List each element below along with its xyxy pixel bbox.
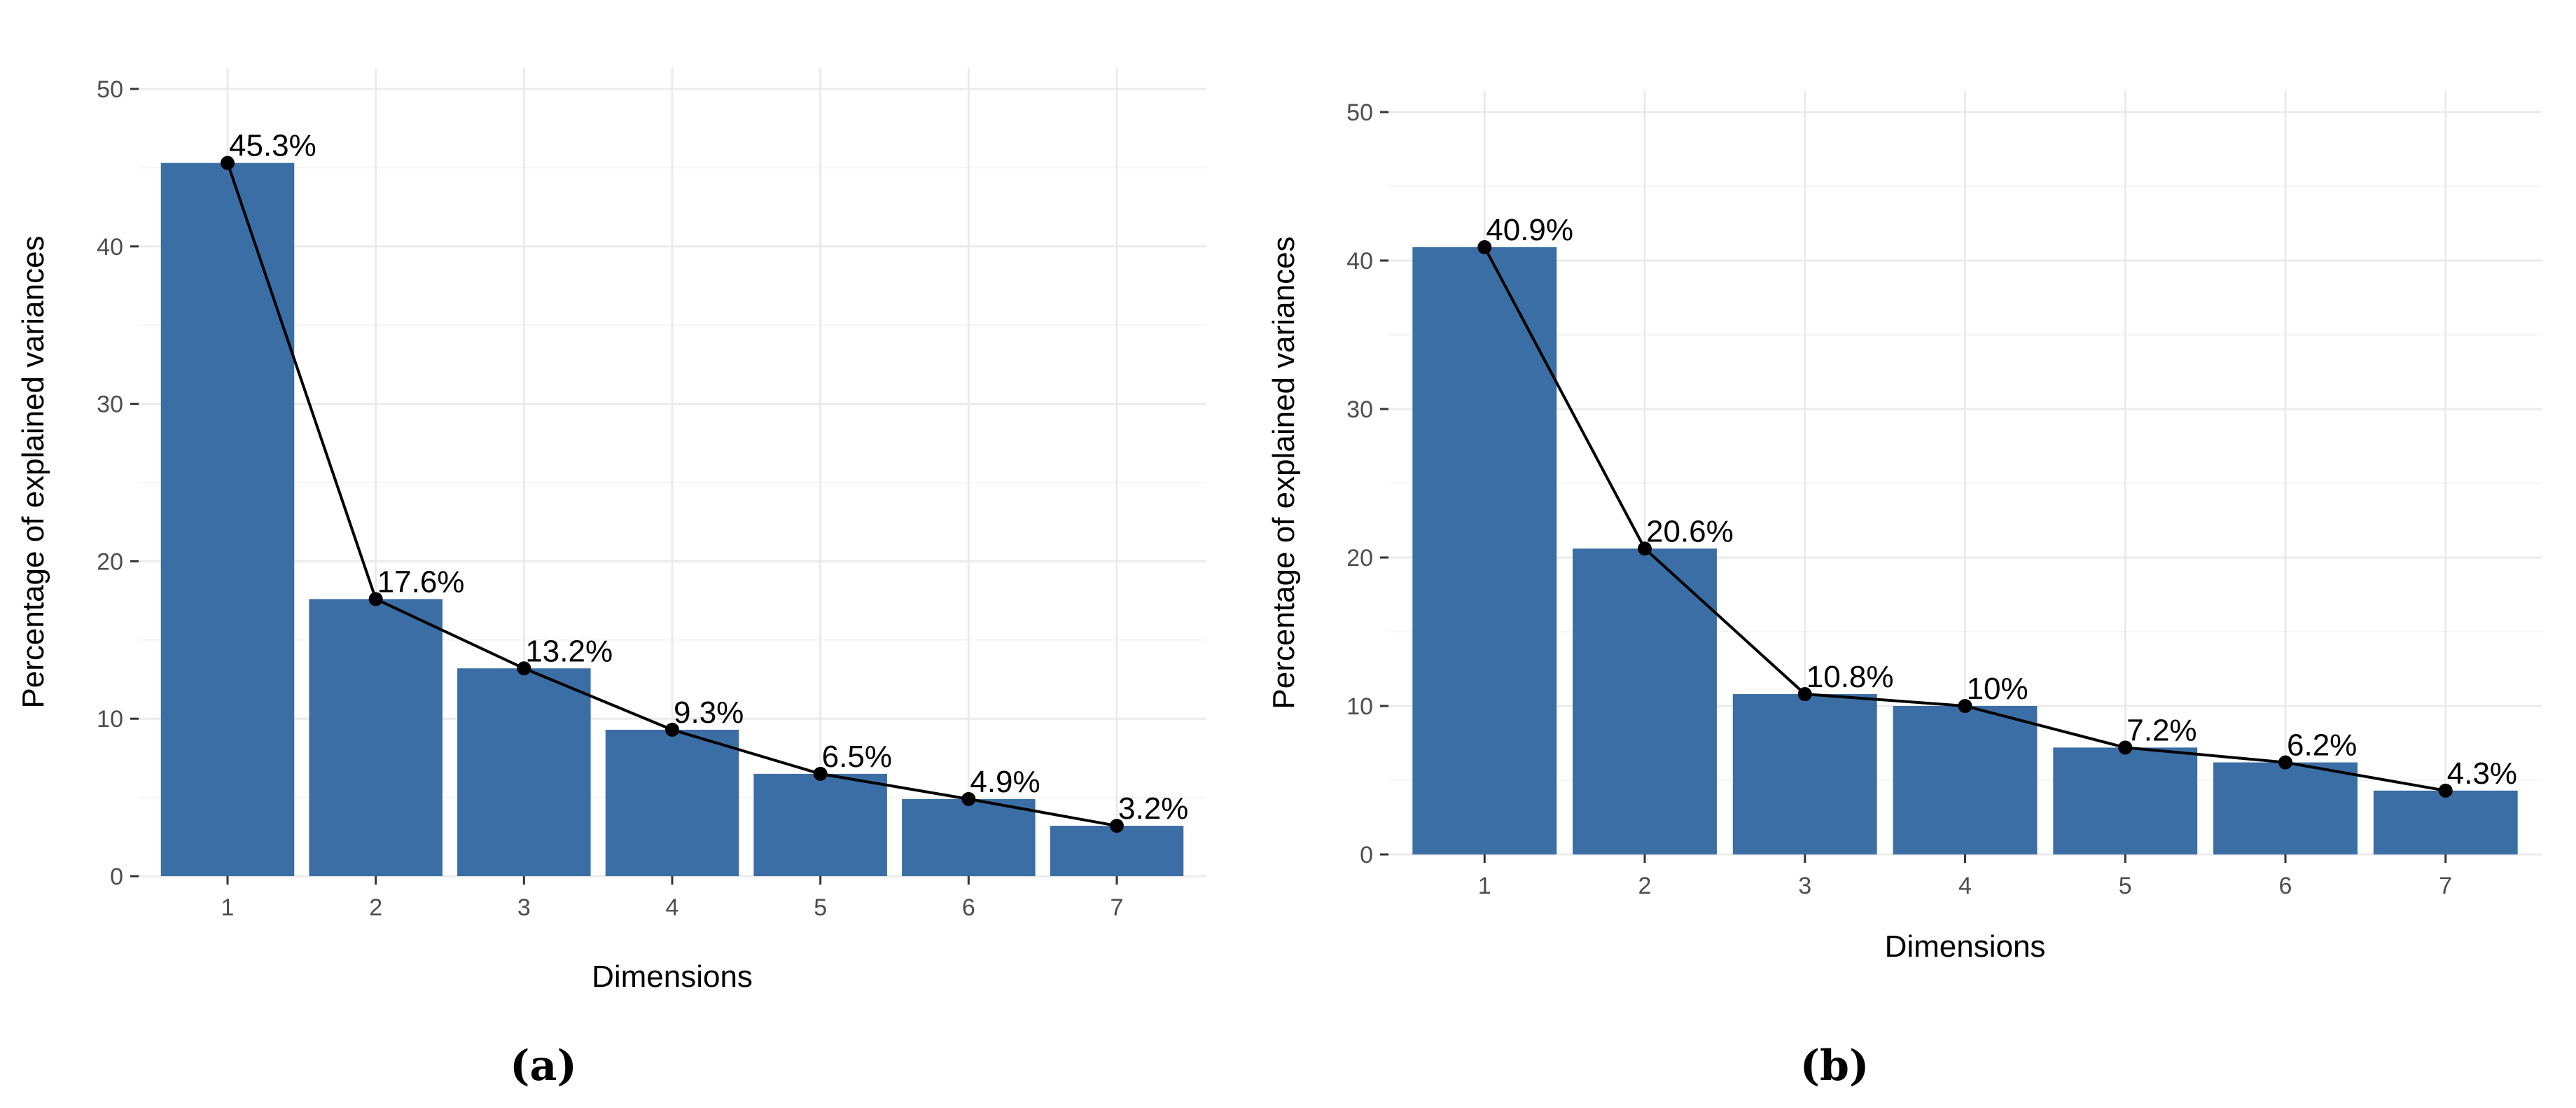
bar-dimension-2 <box>1573 548 1717 854</box>
y-axis-title: Percentage of explained variances <box>1267 236 1301 709</box>
trend-point <box>2278 755 2292 770</box>
x-tick-label: 7 <box>2439 873 2452 899</box>
trend-point <box>2118 740 2133 755</box>
data-label: 3.2% <box>1118 791 1188 826</box>
x-tick-label: 1 <box>1478 873 1491 899</box>
x-tick-label: 1 <box>221 894 235 921</box>
x-tick-label: 7 <box>1111 894 1124 921</box>
bar-dimension-7 <box>1050 826 1184 876</box>
data-label: 45.3% <box>229 129 316 163</box>
panel-label: (a) <box>510 1041 577 1090</box>
bar-dimension-5 <box>2053 747 2198 854</box>
bar-dimension-5 <box>753 773 887 876</box>
bar-dimension-6 <box>902 798 1036 876</box>
bar-dimension-6 <box>2213 762 2358 854</box>
bar-dimension-3 <box>457 668 591 876</box>
y-tick-label: 50 <box>1346 99 1373 126</box>
data-label: 6.5% <box>822 740 892 774</box>
bar-dimension-7 <box>2373 790 2518 854</box>
y-tick-label: 30 <box>1346 396 1373 423</box>
chart-panel-2: 0 10 20 30 40 50 1 2 3 4 5 6 7 40.9% 20.6% 10.8% 10% 7.2%… <box>1267 91 2542 1090</box>
data-label: 13.2% <box>525 634 613 668</box>
data-label: 40.9% <box>1486 213 1573 247</box>
trend-point <box>665 722 679 737</box>
x-axis-title: Dimensions <box>592 960 753 994</box>
x-tick-label: 6 <box>962 894 975 921</box>
y-tick-label: 40 <box>97 234 123 261</box>
trend-point <box>1110 819 1124 833</box>
trend-point <box>1477 240 1492 254</box>
x-axis-title: Dimensions <box>1885 929 2046 964</box>
data-label: 17.6% <box>377 565 465 599</box>
trend-point <box>813 766 828 781</box>
data-label: 10% <box>1967 672 2028 706</box>
trend-point <box>1797 687 1812 702</box>
data-label: 9.3% <box>674 695 744 730</box>
x-tick-label: 5 <box>2119 873 2132 899</box>
panel-label: (b) <box>1800 1041 1870 1090</box>
trend-point <box>221 155 235 170</box>
x-tick-label: 2 <box>1638 873 1652 899</box>
data-label: 10.8% <box>1806 660 1894 694</box>
y-tick-label: 10 <box>97 706 123 733</box>
chart-panel-1: 0 10 20 30 40 50 1 2 3 4 5 6 7 45.3% 17.6% 13.2% 9.3% 6.5… <box>16 68 1206 1090</box>
x-tick-label: 3 <box>517 894 531 921</box>
y-tick-label: 10 <box>1346 693 1373 720</box>
bar-dimension-2 <box>309 599 443 876</box>
bar-dimension-4 <box>1893 706 2038 854</box>
bar-dimension-1 <box>160 162 295 876</box>
x-tick-label: 6 <box>2279 873 2292 899</box>
y-tick-label: 30 <box>97 392 123 418</box>
trend-point <box>2438 783 2453 798</box>
y-axis-title: Percentage of explained variances <box>16 235 50 708</box>
x-tick-label: 2 <box>369 894 382 921</box>
data-label: 20.6% <box>1646 514 1734 548</box>
data-label: 7.2% <box>2126 713 2196 747</box>
data-label: 4.3% <box>2447 756 2517 791</box>
trend-point <box>1638 541 1652 556</box>
x-tick-label: 4 <box>666 894 679 921</box>
bar-dimension-4 <box>605 729 739 876</box>
trend-point <box>1958 699 1972 713</box>
y-tick-label: 20 <box>97 548 123 575</box>
trend-point <box>961 791 976 806</box>
bar-dimension-1 <box>1412 247 1557 854</box>
y-tick-label: 0 <box>110 864 123 890</box>
data-label: 6.2% <box>2287 728 2357 763</box>
x-tick-label: 3 <box>1798 873 1811 899</box>
trend-point <box>368 592 383 607</box>
y-tick-label: 50 <box>97 76 123 103</box>
bar-dimension-3 <box>1732 694 1877 854</box>
y-tick-label: 20 <box>1346 545 1373 572</box>
trend-point <box>517 661 531 676</box>
y-tick-label: 40 <box>1346 248 1373 275</box>
x-tick-label: 4 <box>1958 873 1972 899</box>
x-tick-label: 5 <box>814 894 827 921</box>
y-tick-label: 0 <box>1360 842 1373 868</box>
data-label: 4.9% <box>970 765 1040 799</box>
